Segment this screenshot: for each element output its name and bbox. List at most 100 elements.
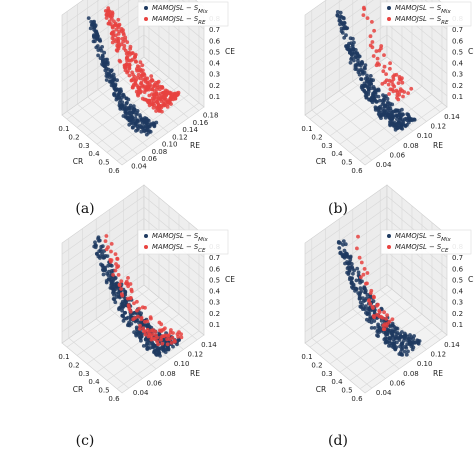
data-point xyxy=(139,316,144,320)
data-point xyxy=(384,72,388,76)
data-point xyxy=(143,329,148,334)
data-point xyxy=(339,29,344,34)
data-point xyxy=(356,291,361,295)
data-point xyxy=(116,273,121,277)
data-point xyxy=(116,45,120,49)
y-axis-label: RE xyxy=(190,369,200,378)
data-point xyxy=(161,102,166,107)
data-point xyxy=(113,268,118,273)
data-point xyxy=(103,63,107,68)
data-point xyxy=(140,126,145,130)
x-tick-label: 0.6 xyxy=(351,395,363,403)
data-point xyxy=(123,289,128,294)
data-point xyxy=(370,20,374,24)
data-point xyxy=(109,79,113,84)
x-tick-label: 0.5 xyxy=(341,387,352,395)
data-point xyxy=(383,340,388,345)
data-point xyxy=(121,319,126,323)
legend-box xyxy=(380,229,472,255)
data-point xyxy=(372,98,377,103)
data-point xyxy=(356,58,360,63)
y-tick-label: 0.12 xyxy=(431,123,447,131)
data-point xyxy=(92,34,96,39)
data-point xyxy=(341,22,346,27)
data-point xyxy=(368,43,373,48)
data-point xyxy=(124,105,129,110)
legend-box xyxy=(137,1,229,27)
data-point xyxy=(109,269,114,273)
data-point xyxy=(397,110,402,115)
legend-subscript: Mix xyxy=(441,237,451,243)
gridline xyxy=(359,330,443,390)
x-tick-label: 0.3 xyxy=(321,142,332,150)
gridline xyxy=(143,23,205,74)
data-point xyxy=(105,271,109,276)
data-point xyxy=(117,23,121,28)
y-tick-label: 0.08 xyxy=(160,370,176,378)
data-point xyxy=(354,278,359,283)
data-point xyxy=(113,82,118,87)
data-point xyxy=(127,105,132,110)
data-point xyxy=(96,53,100,58)
legend-marker xyxy=(144,245,148,249)
data-point xyxy=(365,16,370,20)
data-point xyxy=(113,87,118,92)
data-point xyxy=(129,322,134,326)
data-point xyxy=(104,234,109,238)
data-point xyxy=(128,282,133,286)
data-point xyxy=(145,76,150,81)
gridline xyxy=(61,262,145,322)
legend-box xyxy=(380,1,472,27)
y-tick-label: 0.14 xyxy=(201,341,217,349)
z-tick-label: 0.6 xyxy=(209,37,221,45)
data-point xyxy=(139,338,143,343)
data-point xyxy=(362,5,366,10)
data-point xyxy=(387,78,392,83)
z-tick-label: 0.3 xyxy=(209,71,220,79)
data-point xyxy=(382,310,386,315)
data-point xyxy=(127,307,132,312)
data-point xyxy=(380,316,385,320)
data-point xyxy=(412,340,417,345)
data-point xyxy=(364,281,368,286)
data-point xyxy=(135,299,139,304)
legend-subscript: Mix xyxy=(441,9,451,15)
data-point xyxy=(115,37,119,41)
data-point xyxy=(127,66,132,71)
gridline xyxy=(304,206,388,266)
data-point xyxy=(150,92,154,96)
data-point xyxy=(368,302,373,306)
gridline xyxy=(304,23,388,82)
data-point xyxy=(98,39,103,43)
data-point xyxy=(372,315,376,320)
data-point xyxy=(362,83,367,88)
gridline xyxy=(61,251,145,310)
data-point xyxy=(143,332,148,337)
data-point xyxy=(384,317,388,321)
panel-caption: (c) xyxy=(76,433,95,449)
data-point xyxy=(124,316,129,321)
data-point xyxy=(113,252,118,256)
gridline xyxy=(325,100,386,151)
data-point xyxy=(101,57,106,61)
x-tick-label: 0.4 xyxy=(88,150,100,158)
legend-box xyxy=(137,229,229,255)
data-point xyxy=(370,40,375,44)
data-point xyxy=(401,94,405,99)
data-point xyxy=(388,101,392,106)
data-point xyxy=(160,341,165,346)
data-point xyxy=(121,114,126,118)
gridline xyxy=(304,0,374,49)
data-point xyxy=(128,296,133,301)
data-point xyxy=(408,333,412,337)
y-tick-label: 0.14 xyxy=(182,126,198,134)
gridline xyxy=(143,262,205,314)
data-point xyxy=(95,31,99,36)
data-point xyxy=(96,48,101,52)
data-point xyxy=(369,326,374,330)
data-point xyxy=(108,258,113,262)
data-point xyxy=(398,125,402,130)
gridline xyxy=(352,308,414,360)
data-point xyxy=(156,347,161,352)
x-tick-label: 0.2 xyxy=(68,362,79,370)
